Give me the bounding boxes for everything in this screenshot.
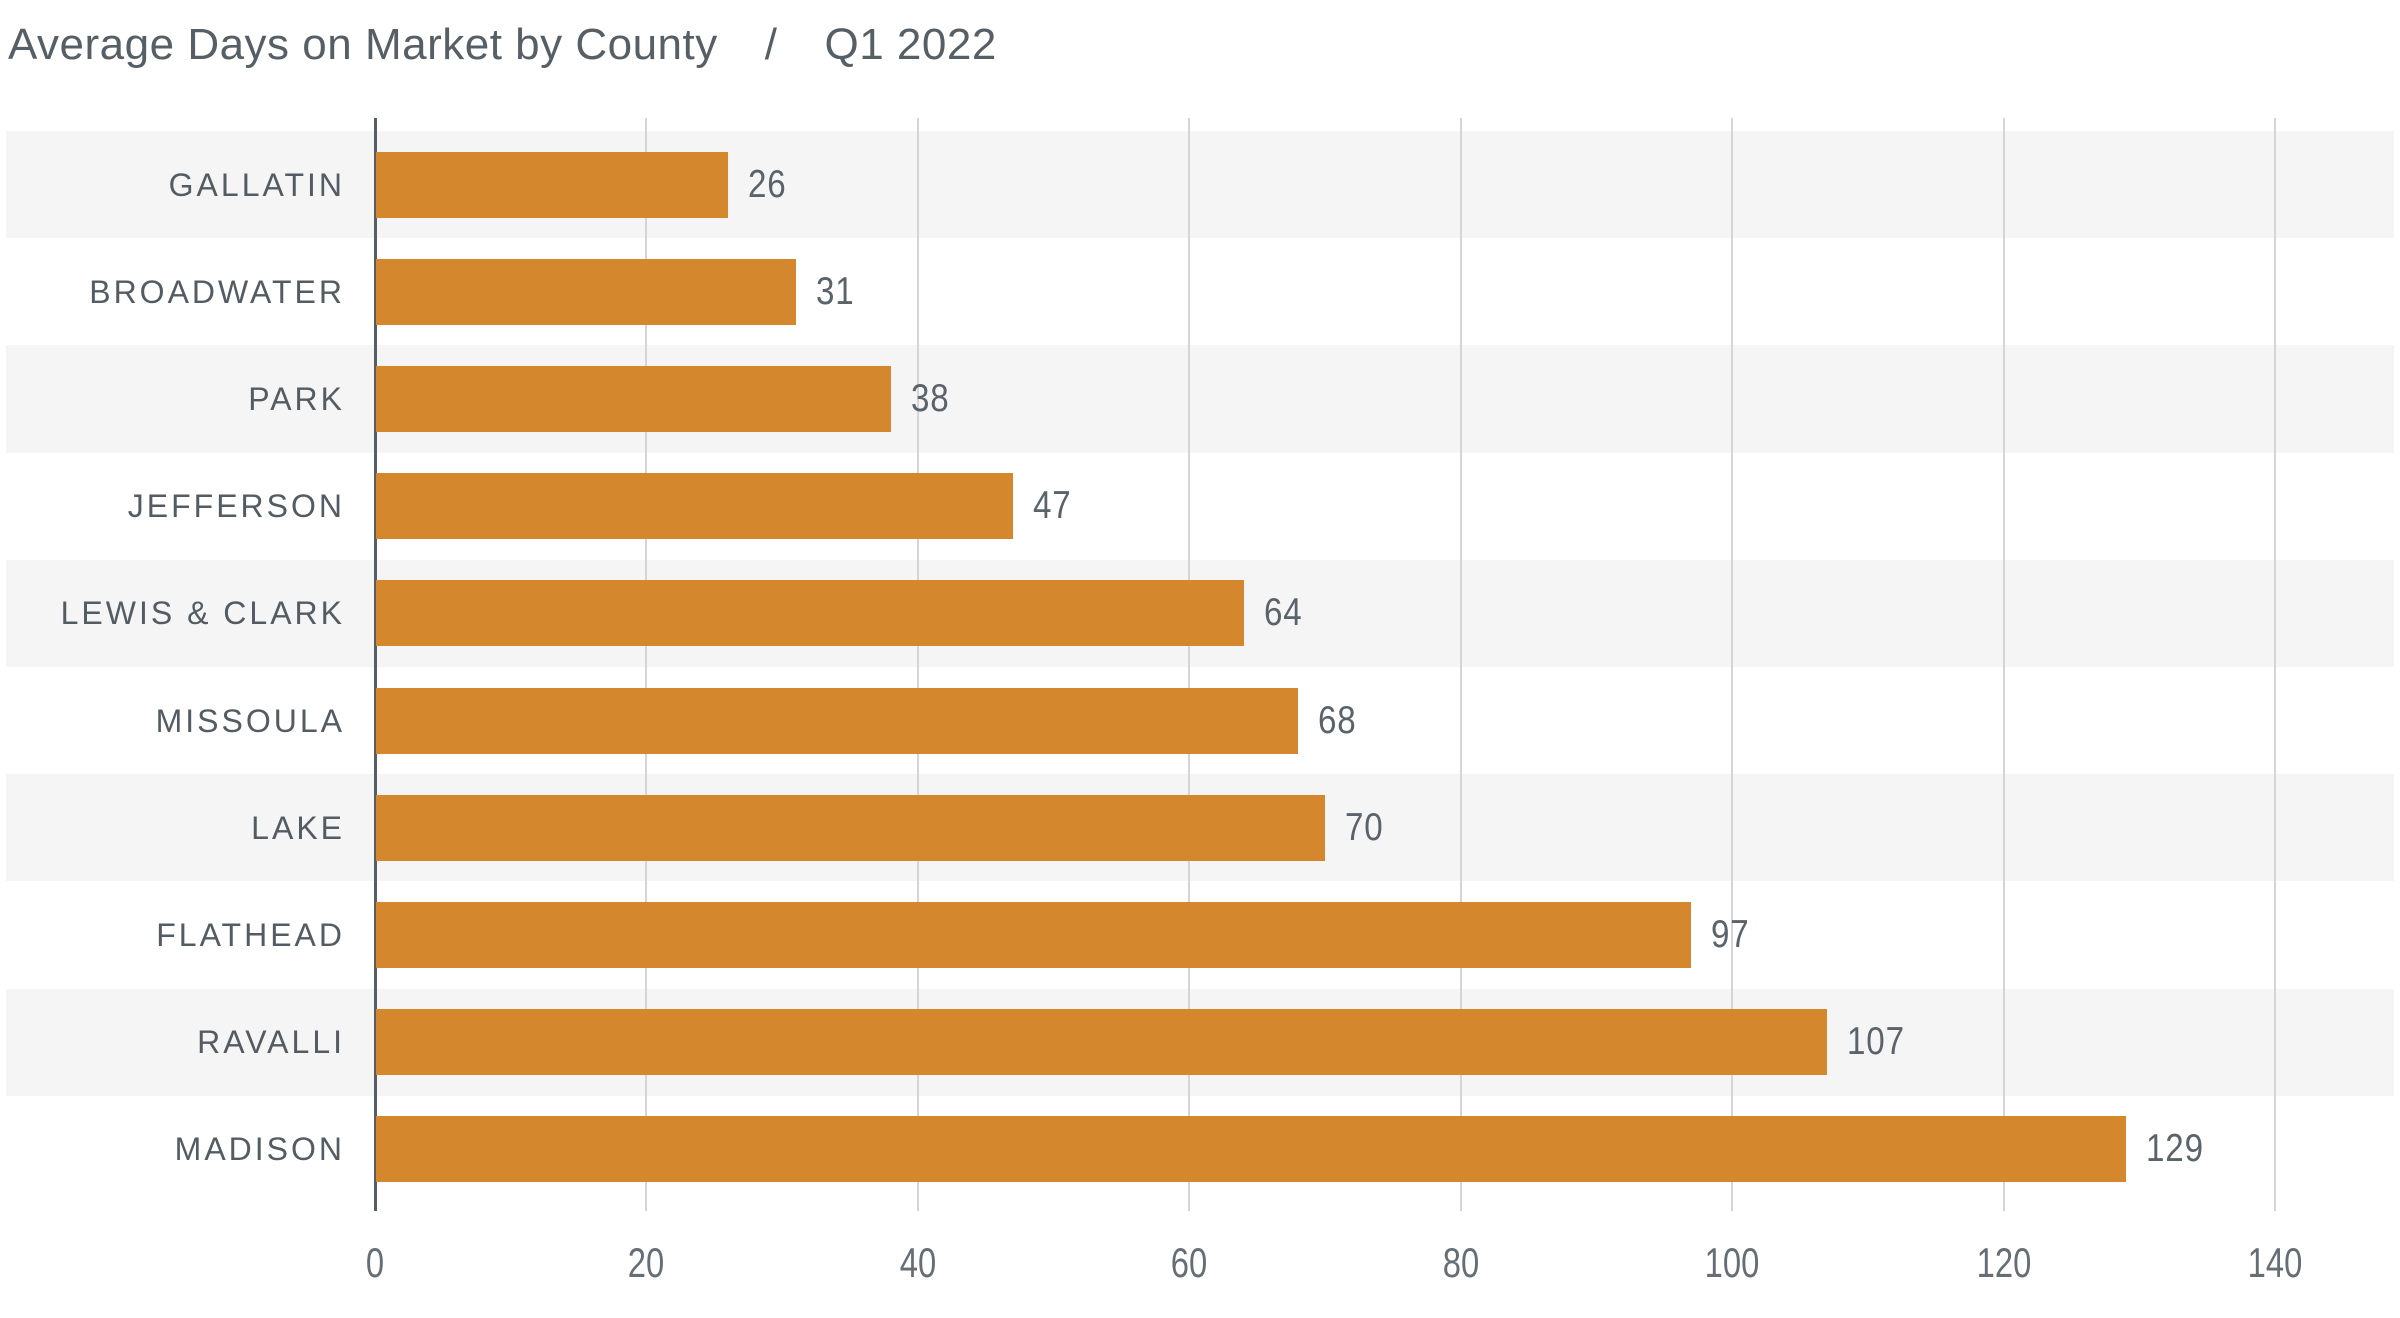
- county-label: GALLATIN: [168, 166, 345, 203]
- county-label: LAKE: [251, 809, 345, 846]
- bar: [376, 1009, 1828, 1076]
- bar-value-label: 26: [747, 162, 787, 206]
- gridline: [1731, 118, 1734, 1211]
- bar-value-label: 70: [1345, 805, 1384, 849]
- county-label: PARK: [248, 381, 345, 417]
- x-tick-label: 60: [1171, 1239, 1208, 1286]
- x-tick-label: 140: [2247, 1239, 2303, 1286]
- bar-value-label: 64: [1263, 591, 1303, 635]
- bar: [376, 794, 1325, 861]
- x-tick-label: 80: [1442, 1239, 1479, 1286]
- x-tick-label: 40: [899, 1239, 937, 1286]
- chart-title-separator: /: [764, 20, 778, 69]
- county-label: MADISON: [174, 1131, 345, 1168]
- bar: [376, 151, 728, 218]
- bar: [376, 580, 1244, 647]
- gridline: [645, 118, 648, 1211]
- bar: [376, 902, 1692, 968]
- bar-value-label: 31: [815, 269, 855, 313]
- bar-value-label: 47: [1032, 484, 1072, 528]
- county-label: RAVALLI: [197, 1024, 345, 1061]
- x-tick-label: 120: [1976, 1239, 2031, 1286]
- county-label: JEFFERSON: [127, 488, 345, 525]
- bar-value-label: 129: [2145, 1127, 2204, 1171]
- bar-value-label: 107: [1847, 1020, 1906, 1064]
- bar-value-label: 97: [1711, 913, 1751, 956]
- gridline: [1188, 118, 1191, 1211]
- county-label: FLATHEAD: [156, 917, 345, 953]
- chart-subtitle-period: Q1 2022: [824, 20, 997, 69]
- bar: [376, 473, 1013, 540]
- x-tick-label: 20: [628, 1239, 665, 1286]
- bar: [376, 258, 796, 325]
- bar: [376, 687, 1298, 754]
- gridline: [916, 118, 919, 1211]
- row-stripe: [6, 345, 2394, 453]
- x-tick-label: 100: [1704, 1239, 1760, 1286]
- chart-title-main: Average Days on Market by County: [8, 20, 718, 69]
- county-label: MISSOULA: [155, 702, 345, 739]
- bar: [376, 366, 891, 432]
- county-label: LEWIS & CLARK: [60, 595, 345, 632]
- y-axis-line: [374, 118, 377, 1211]
- bar-value-label: 68: [1317, 698, 1357, 742]
- county-label: BROADWATER: [89, 273, 345, 310]
- gridline: [2002, 118, 2005, 1211]
- gridline: [1459, 118, 1462, 1211]
- bar: [376, 1116, 2126, 1183]
- bar-value-label: 38: [910, 377, 950, 420]
- x-tick-label: 0: [365, 1239, 385, 1286]
- gridline: [2274, 118, 2276, 1211]
- row-stripe: [6, 131, 2394, 239]
- chart-title: Average Days on Market by County / Q1 20…: [8, 10, 997, 80]
